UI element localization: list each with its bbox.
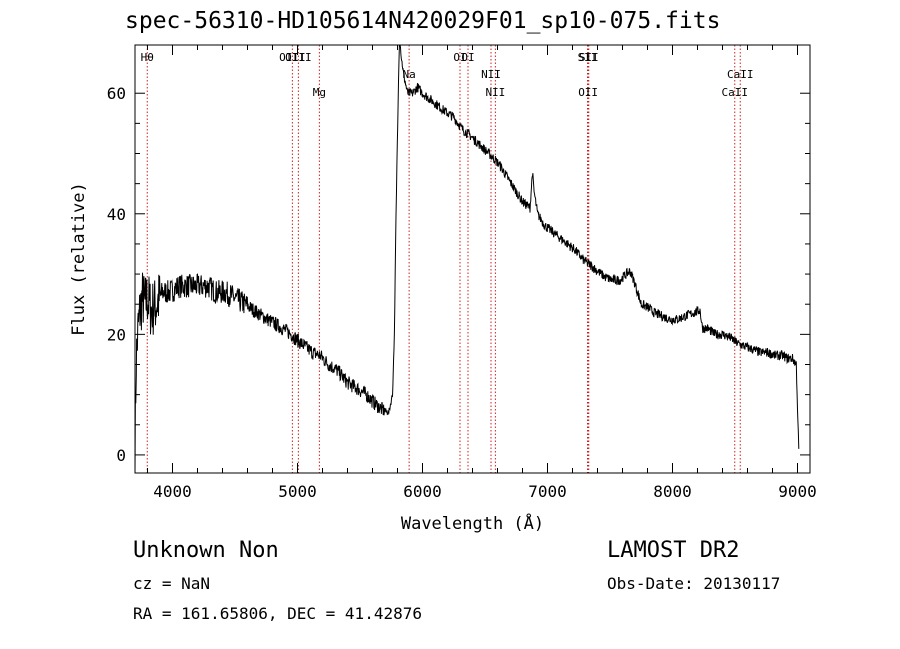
spectral-line-markers [146, 45, 741, 473]
spectrum-series [134, 44, 800, 474]
line-marker-label: SII [579, 51, 599, 64]
x-tick-label: 6000 [403, 482, 442, 501]
spectrum-line [134, 44, 800, 474]
line-marker-label: CaII [727, 68, 754, 81]
line-marker-label: Mg [313, 86, 326, 99]
y-tick-label: 40 [107, 205, 126, 224]
x-tick-label: 4000 [153, 482, 192, 501]
line-marker-label: Na [403, 68, 416, 81]
line-marker-label: Hθ [141, 51, 154, 64]
x-tick-label: 9000 [778, 482, 817, 501]
plot-frame [134, 44, 811, 474]
y-axis-label: Flux (relative) [69, 182, 89, 336]
axes: 4000 5000 6000 7000 8000 9000 0 20 40 60 Wavelengt… [69, 44, 817, 534]
object-name-status: Unknown Non [133, 538, 279, 563]
line-marker-label: SII [578, 51, 598, 64]
survey-label: LAMOST DR2 [607, 538, 740, 563]
line-marker-label: CaII [722, 86, 749, 99]
obs-date: Obs-Date: 20130117 [607, 574, 781, 593]
y-tick-label: 20 [107, 325, 126, 344]
line-marker-label: OIII [285, 51, 312, 64]
x-tick-label: 8000 [653, 482, 692, 501]
line-marker-label: OI [461, 51, 474, 64]
chart-title: spec-56310-HD105614N420029F01_sp10-075.f… [125, 8, 721, 34]
x-tick-label: 5000 [278, 482, 317, 501]
line-marker-label: OIII [279, 51, 306, 64]
coordinates-readout: RA = 161.65806, DEC = 41.42876 [133, 604, 422, 623]
line-marker-label: OI [453, 51, 466, 64]
line-marker-label: OII [578, 86, 598, 99]
x-tick-label: 7000 [528, 482, 567, 501]
y-tick-label: 60 [107, 84, 126, 103]
redshift-readout: cz = NaN [133, 574, 211, 593]
line-marker-label: NII [485, 86, 505, 99]
line-marker-label: NII [481, 68, 501, 81]
x-axis-label: Wavelength (Å) [401, 512, 544, 534]
y-tick-label: 0 [116, 446, 126, 465]
